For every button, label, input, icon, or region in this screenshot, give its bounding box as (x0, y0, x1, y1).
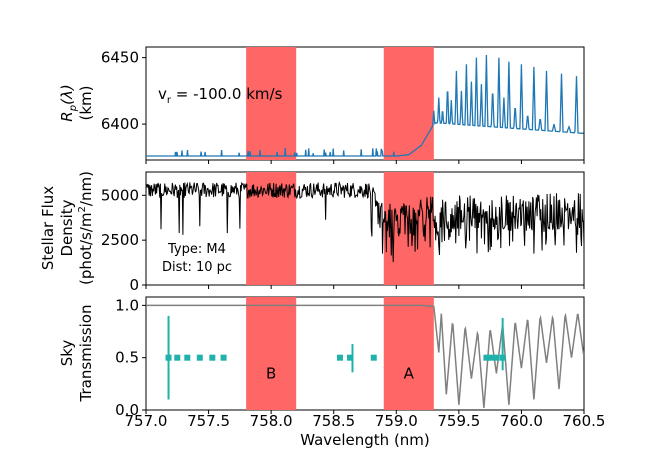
markers (165, 315, 506, 400)
xtick-label-4: 759.0 (375, 412, 418, 430)
marker-8 (370, 354, 377, 361)
band-label-B: B (266, 365, 276, 383)
x-axis-label: Wavelength (nm) (300, 431, 430, 449)
middle-ylabel-line1: Stellar Flux (39, 186, 57, 270)
radius-line (146, 54, 584, 157)
xtick-label-1: 757.5 (187, 412, 230, 430)
velocity-annotation: vr = -100.0 km/s (158, 85, 283, 106)
ytick-label-2-0: 1.0 (115, 296, 139, 314)
band-A-panel-2 (383, 297, 434, 410)
band-label-A: A (404, 365, 415, 383)
flux-line (145, 180, 585, 263)
marker-6 (336, 354, 343, 361)
band-A-panel-0 (383, 47, 434, 160)
xtick-label-3: 758.5 (312, 412, 355, 430)
marker-3 (196, 354, 203, 361)
ytick-label-2-1: 0.5 (115, 349, 139, 367)
marker-7 (346, 354, 353, 361)
xtick-label-2: 758.0 (250, 412, 293, 430)
data-lines (145, 54, 585, 408)
top-ylabel-units: (km) (77, 85, 95, 120)
ytick-label-1-0: 5000 (101, 186, 139, 204)
panel-top-frame (145, 46, 585, 161)
panel-bottom (145, 296, 585, 411)
ytick-label-0-0: 6450 (101, 49, 139, 67)
ytick-label-1-1: 2500 (101, 231, 139, 249)
marker-9 (483, 354, 490, 361)
top-ylabel: Rp(λ) (58, 84, 79, 121)
bottom-ylabel-line1: Sky (58, 340, 76, 367)
marker-5 (220, 354, 227, 361)
marker-11 (493, 354, 500, 361)
marker-4 (209, 354, 216, 361)
marker-10 (488, 354, 495, 361)
xtick-label-6: 760.0 (500, 412, 543, 430)
marker-1 (174, 354, 181, 361)
ytick-label-0-1: 6400 (101, 115, 139, 133)
xtick-label-5: 759.5 (437, 412, 480, 430)
transmission-line (146, 304, 585, 408)
marker-2 (184, 354, 191, 361)
stellar-type-annotation: Type: M4 (167, 242, 226, 257)
ytick-label-2-2: 0.0 (115, 401, 139, 419)
distance-annotation: Dist: 10 pc (162, 260, 232, 275)
band-B-panel-2 (246, 297, 297, 410)
ytick-label-1-2: 0 (129, 276, 139, 294)
middle-ylabel-units: (phot/s/m2/nm) (77, 171, 95, 285)
bottom-ylabel-line2: Transmission (77, 305, 95, 403)
panel-bottom-frame (145, 296, 585, 411)
xtick-label-0: 757.0 (125, 412, 168, 430)
band-B-panel-0 (246, 47, 297, 160)
panel-top (145, 46, 585, 161)
middle-ylabel-line2: Density (58, 199, 76, 256)
xtick-label-7: 760.5 (563, 412, 606, 430)
